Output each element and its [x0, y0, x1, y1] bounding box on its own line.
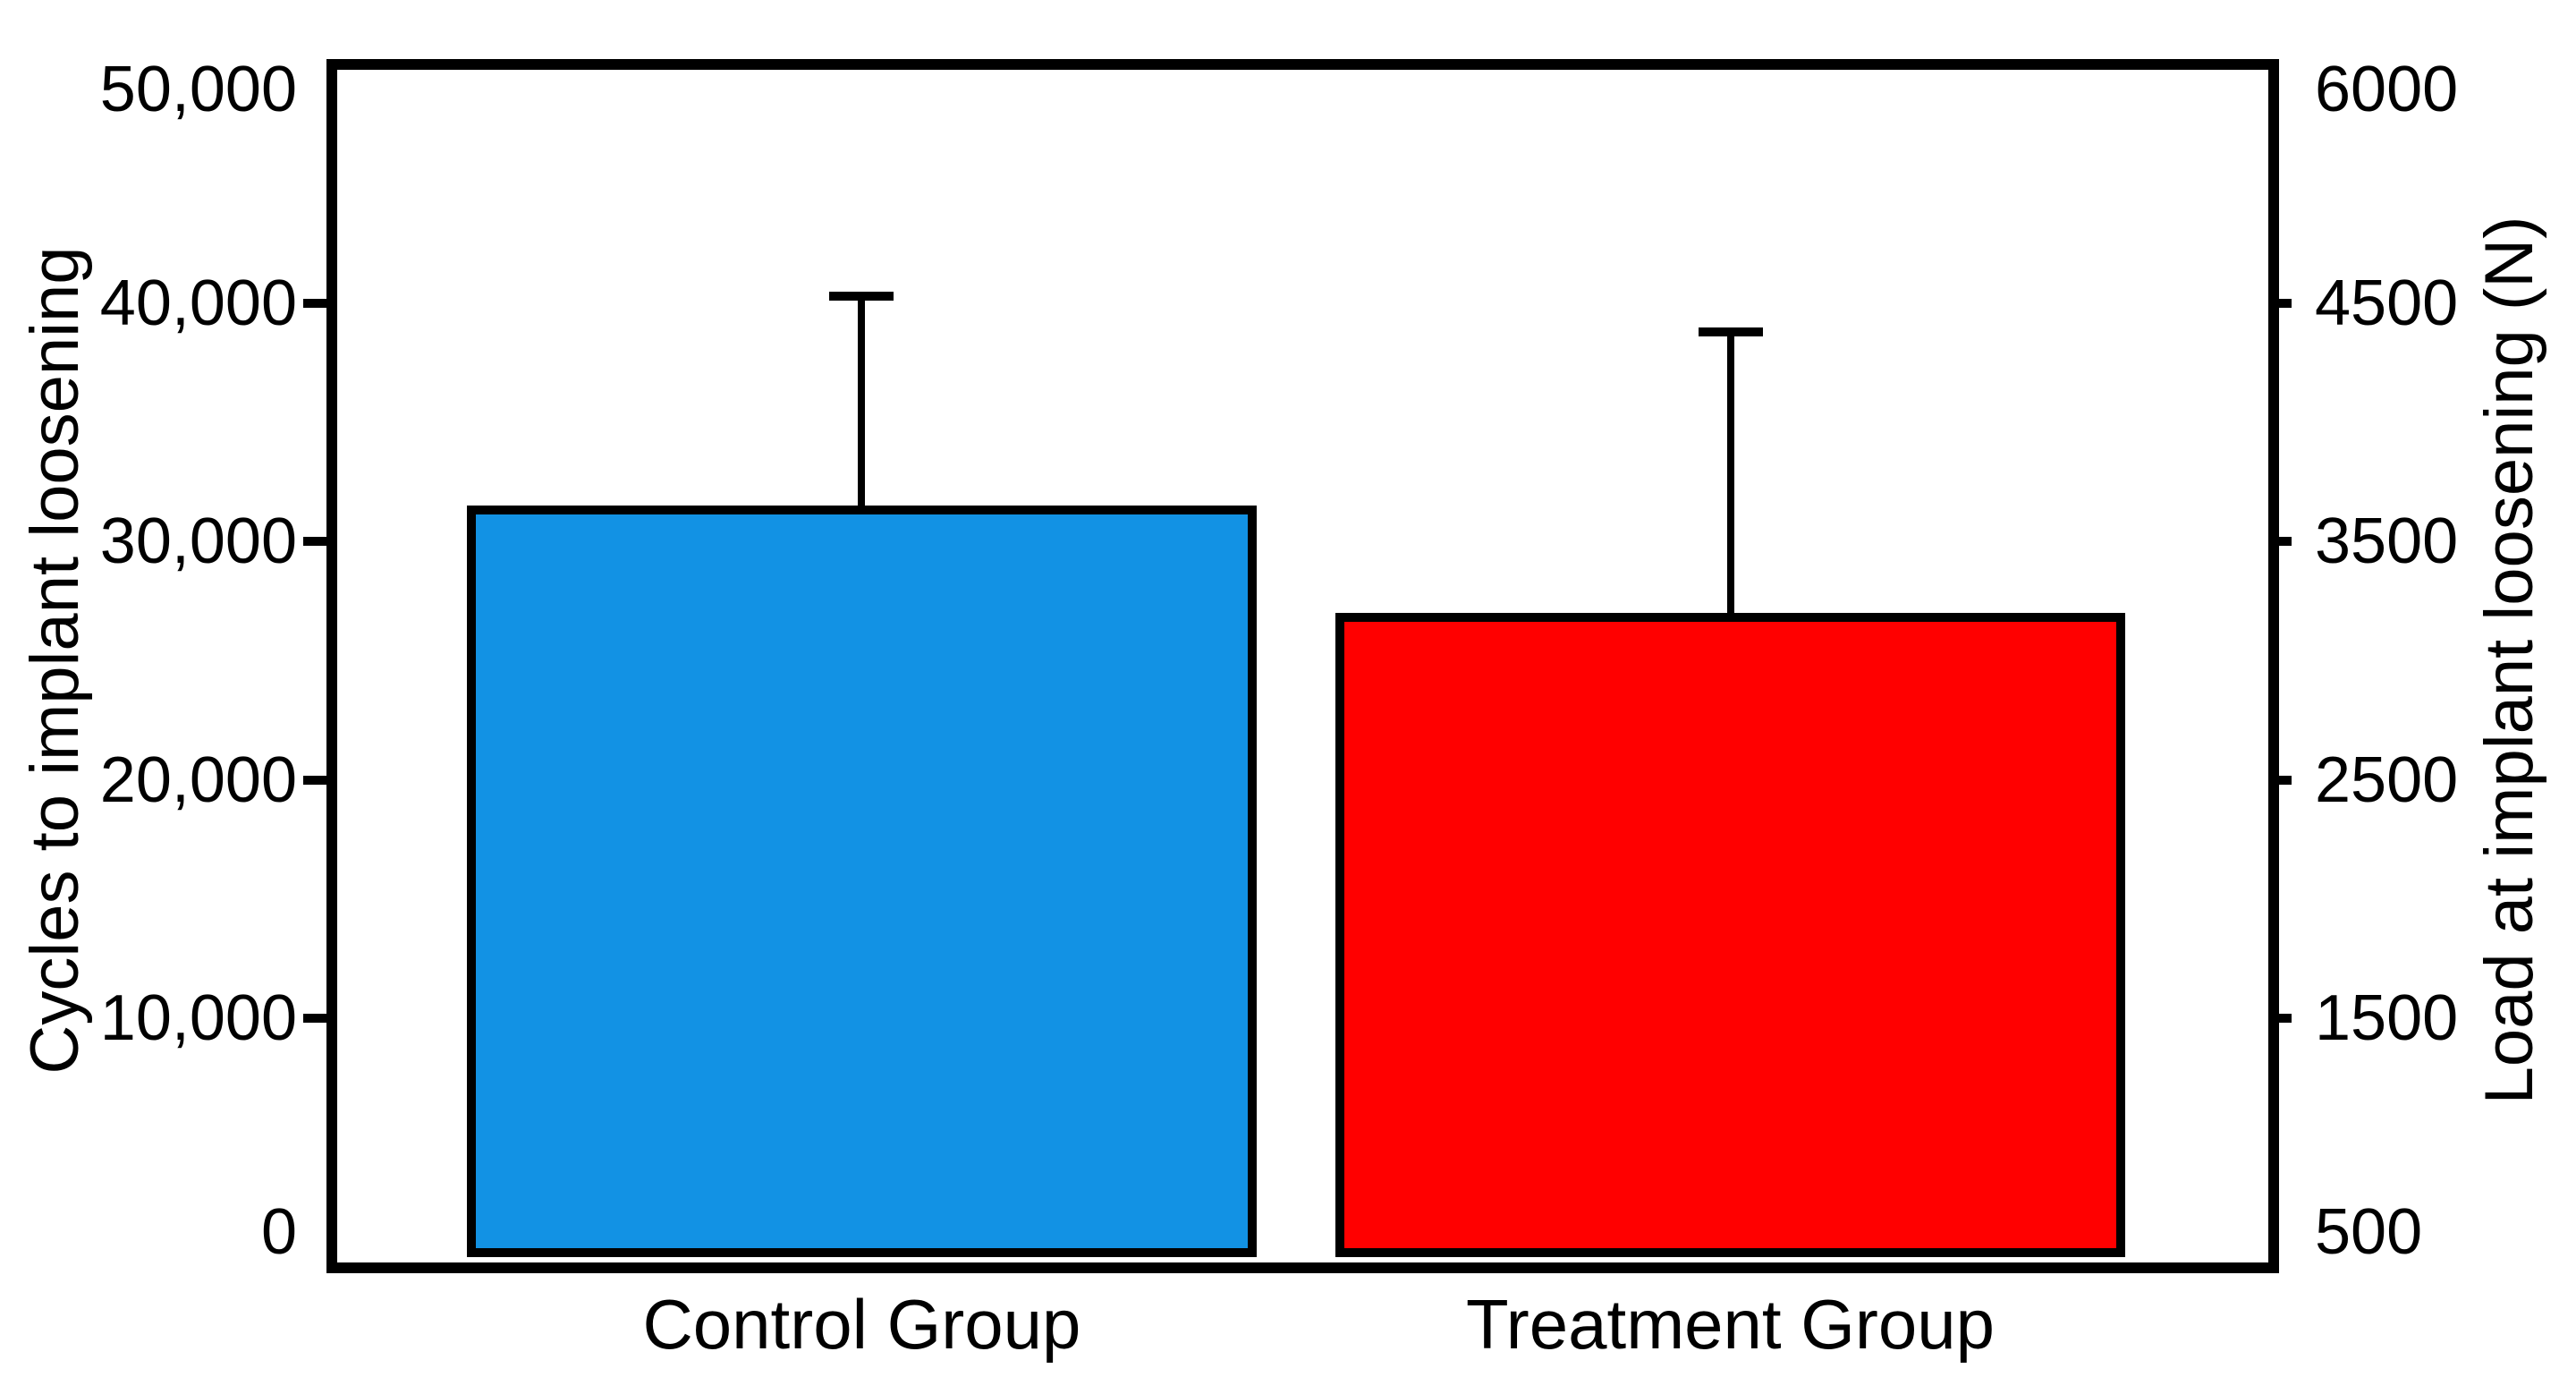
left-tick-1 — [303, 1014, 326, 1024]
left-tick-3 — [303, 537, 326, 547]
right-tick-label-2: 2500 — [2315, 744, 2459, 816]
left-axis-title: Cycles to implant loosening — [17, 246, 93, 1075]
left-tick-label-5: 50,000 — [99, 54, 297, 125]
error-bar-control-group — [858, 295, 866, 506]
right-tick-1 — [2268, 1014, 2292, 1024]
right-tick-3 — [2268, 537, 2292, 547]
right-tick-2 — [2268, 775, 2292, 785]
error-bar-treatment-group — [1726, 331, 1734, 614]
left-tick-4 — [303, 298, 326, 308]
left-tick-2 — [303, 775, 326, 785]
bar-control-group — [466, 506, 1257, 1257]
right-axis-title: Load at implant loosening (N) — [2471, 216, 2547, 1105]
left-tick-label-4: 40,000 — [99, 267, 297, 339]
right-tick-label-5: 6000 — [2315, 54, 2459, 125]
bar-treatment-group — [1335, 613, 2126, 1257]
plot-area: Control Group Treatment Group 0 10,000 20,00… — [100, 54, 2458, 1364]
right-tick-label-3: 3500 — [2315, 506, 2459, 578]
error-bar-cap-control-group — [829, 291, 894, 301]
left-tick-label-2: 20,000 — [99, 744, 297, 816]
right-tick-label-4: 4500 — [2315, 267, 2459, 339]
x-tick-label-control-group: Control Group — [642, 1285, 1081, 1364]
left-tick-label-0: 0 — [260, 1196, 297, 1268]
right-tick-4 — [2268, 298, 2292, 308]
right-tick-label-0: 500 — [2315, 1196, 2423, 1268]
left-tick-label-3: 30,000 — [99, 506, 297, 578]
right-tick-label-1: 1500 — [2315, 982, 2459, 1055]
left-tick-label-1: 10,000 — [99, 982, 297, 1055]
x-tick-label-treatment-group: Treatment Group — [1466, 1285, 1996, 1364]
error-bar-cap-treatment-group — [1698, 327, 1763, 336]
